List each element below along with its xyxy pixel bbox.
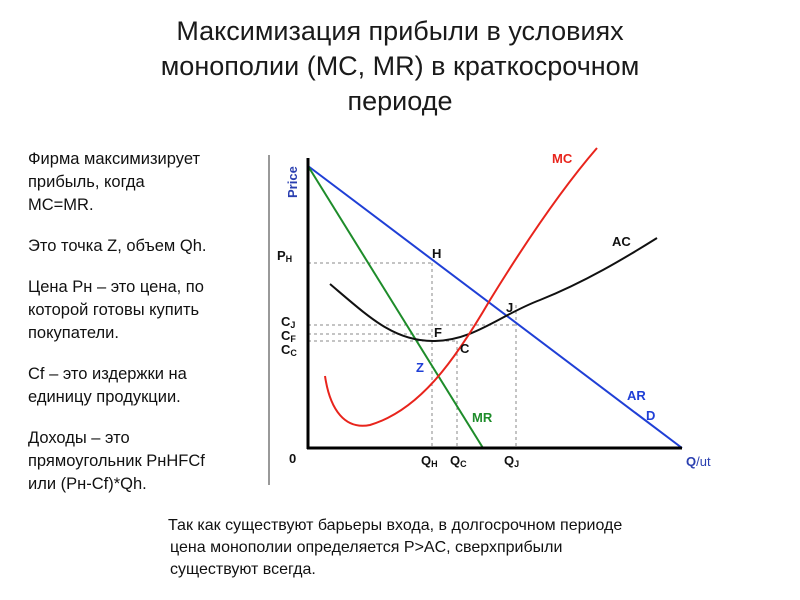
title-line-3: периоде — [347, 86, 453, 116]
text-line: которой готовы купить — [28, 301, 200, 319]
bottom-note: Так как существуют барьеры входа, в долг… — [168, 515, 768, 581]
text-line: покупатели. — [28, 324, 119, 342]
tick-sub: J — [514, 459, 519, 469]
tick-main: Q — [421, 453, 431, 468]
text-line: MC=MR. — [28, 196, 94, 214]
point-label-z: Z — [416, 360, 424, 375]
explanation-text: Фирма максимизирует прибыль, когда MC=MR… — [28, 148, 268, 514]
explanation-paragraph-2: Это точка Z, объем Qh. — [28, 235, 268, 258]
curve-label-ac: AC — [612, 234, 631, 249]
tick-label-qj: QJ — [504, 453, 519, 469]
point-label-h: H — [432, 246, 441, 261]
text-line: Доходы – это — [28, 429, 130, 447]
page-title: Максимизация прибыли в условиях монополи… — [60, 14, 740, 119]
text-line: Это точка Z, объем Qh. — [28, 237, 207, 255]
x-axis-label-q: Q — [686, 454, 696, 469]
tick-main: Q — [504, 453, 514, 468]
tick-label-ph: PH — [277, 248, 292, 264]
title-line-2: монополии (MC, MR) в краткосрочном — [160, 51, 640, 81]
note-line-1: Так как существуют барьеры входа, в долг… — [168, 517, 623, 534]
tick-sub: C — [290, 348, 297, 358]
tick-main: Q — [450, 453, 460, 468]
note-line-3: существуют всегда. — [170, 561, 316, 578]
explanation-paragraph-1: Фирма максимизирует прибыль, когда MC=MR… — [28, 148, 268, 217]
explanation-paragraph-5: Доходы – это прямоугольник РнHFCf или (Р… — [28, 427, 268, 496]
origin-label: 0 — [289, 451, 296, 466]
tick-label-cc: CC — [281, 342, 297, 358]
tick-sub: H — [286, 254, 293, 264]
text-line: Cf – это издержки на — [28, 365, 187, 383]
text-line: или (Рн-Cf)*Qh. — [28, 475, 147, 493]
text-line: Фирма максимизирует — [28, 150, 201, 168]
tick-main: P — [277, 248, 286, 263]
tick-sub: J — [290, 320, 295, 330]
tick-label-cj: CJ — [281, 314, 295, 330]
tick-sub: C — [460, 459, 467, 469]
text-line: Цена Рн – это цена, по — [28, 278, 204, 296]
point-label-j: J — [506, 300, 513, 315]
point-label-f: F — [434, 325, 442, 340]
tick-label-qh: QH — [421, 453, 438, 469]
tick-label-cf: CF — [281, 328, 296, 344]
curve-label-mc: MC — [552, 151, 573, 166]
tick-label-qc: QC — [450, 453, 467, 469]
note-line-2: цена монополии определяется P>AC, сверхп… — [170, 539, 563, 556]
vertical-divider — [268, 155, 270, 485]
x-axis-label-unit: /ut — [696, 454, 711, 469]
x-axis-label: Q/ut — [686, 454, 711, 469]
curve-label-d: D — [646, 408, 655, 423]
text-line: прямоугольник РнHFCf — [28, 452, 205, 470]
ac-curve — [329, 237, 658, 343]
tick-main: C — [281, 342, 291, 357]
text-line: прибыль, когда — [28, 173, 145, 191]
tick-main: C — [281, 314, 291, 329]
tick-sub: F — [290, 334, 296, 344]
explanation-paragraph-4: Cf – это издержки на единицу продукции. — [28, 363, 268, 409]
tick-main: C — [281, 328, 291, 343]
mr-curve — [307, 165, 484, 449]
demand-curve — [307, 165, 683, 449]
mc-curve — [324, 147, 598, 427]
point-label-c: C — [460, 341, 470, 356]
curve-label-mr: MR — [472, 410, 493, 425]
y-axis-label: Price — [285, 166, 300, 198]
title-line-1: Максимизация прибыли в условиях — [176, 16, 624, 46]
tick-sub: H — [431, 459, 438, 469]
curve-label-ar: AR — [627, 388, 646, 403]
explanation-paragraph-3: Цена Рн – это цена, по которой готовы ку… — [28, 276, 268, 345]
text-line: единицу продукции. — [28, 388, 181, 406]
